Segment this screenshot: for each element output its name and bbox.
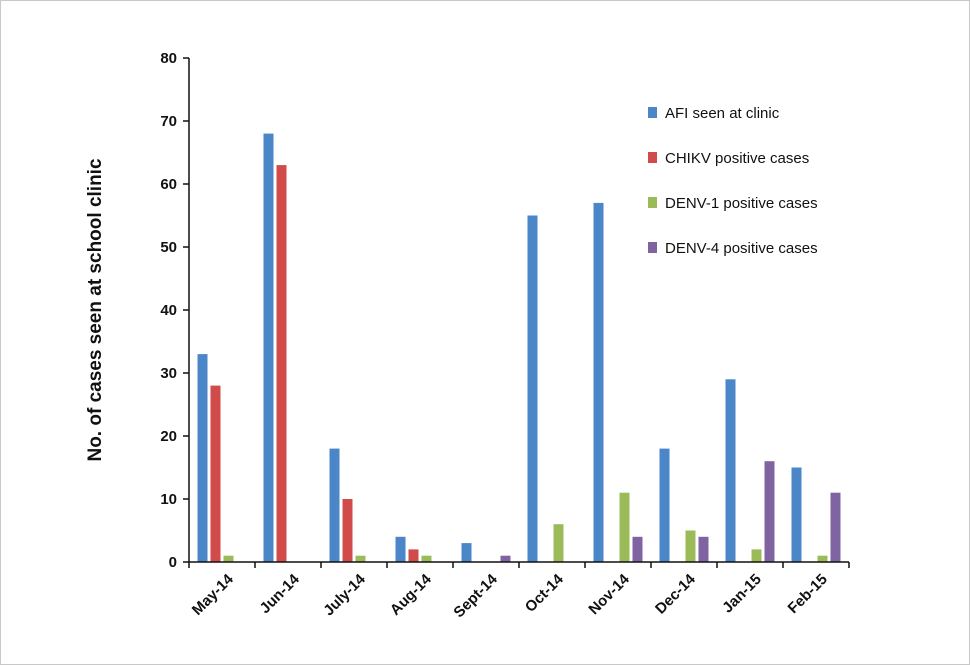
y-tick-label: 30 — [160, 365, 177, 382]
bar-chikv-positive-cases-aug-14 — [408, 549, 419, 562]
bar-afi-seen-at-clinic-may-14 — [197, 354, 208, 562]
bar-afi-seen-at-clinic-oct-14 — [527, 215, 538, 562]
legend-label: CHIKV positive cases — [665, 150, 809, 167]
bar-denv-4-positive-cases-feb-15 — [830, 492, 841, 562]
bar-denv-1-positive-cases-july-14 — [355, 555, 366, 562]
y-axis-label: No. of cases seen at school clinic — [85, 158, 106, 461]
y-tick-label: 70 — [160, 113, 177, 130]
x-tick-label: May-14 — [189, 570, 237, 618]
bar-denv-4-positive-cases-sept-14 — [500, 555, 511, 562]
bar-denv-4-positive-cases-nov-14 — [632, 536, 643, 562]
bar-denv-1-positive-cases-nov-14 — [619, 492, 630, 562]
legend-swatch — [648, 242, 657, 253]
y-tick-label: 0 — [169, 554, 177, 571]
bar-afi-seen-at-clinic-july-14 — [329, 448, 340, 562]
legend-swatch — [648, 152, 657, 163]
x-tick-label: Feb-15 — [785, 571, 831, 617]
x-tick-label: Dec-14 — [652, 570, 699, 617]
bar-afi-seen-at-clinic-feb-15 — [791, 467, 802, 562]
bar-denv-1-positive-cases-may-14 — [223, 555, 234, 562]
bar-chikv-positive-cases-may-14 — [210, 385, 221, 562]
bar-chikv-positive-cases-jun-14 — [276, 165, 287, 562]
bar-denv-1-positive-cases-feb-15 — [817, 555, 828, 562]
bar-chikv-positive-cases-july-14 — [342, 499, 353, 562]
bar-denv-1-positive-cases-oct-14 — [553, 524, 564, 562]
bar-denv-4-positive-cases-jan-15 — [764, 461, 775, 562]
y-tick-label: 40 — [160, 302, 177, 319]
bar-denv-1-positive-cases-dec-14 — [685, 530, 696, 562]
legend-swatch — [648, 197, 657, 208]
x-tick-label: Jan-15 — [719, 571, 765, 617]
legend-label: DENV-1 positive cases — [665, 195, 818, 212]
bar-afi-seen-at-clinic-jun-14 — [263, 133, 274, 562]
bar-afi-seen-at-clinic-nov-14 — [593, 202, 604, 562]
legend: AFI seen at clinic CHIKV positive cases DE… — [648, 105, 818, 257]
bar-denv-1-positive-cases-jan-15 — [751, 549, 762, 562]
x-tick-label: Sept-14 — [450, 570, 501, 621]
legend-swatch — [648, 107, 657, 118]
legend-label: AFI seen at clinic — [665, 105, 780, 122]
x-tick-label: Aug-14 — [387, 570, 435, 618]
y-tick-label: 60 — [160, 176, 177, 193]
bar-afi-seen-at-clinic-sept-14 — [461, 543, 472, 562]
legend-label: DENV-4 positive cases — [665, 240, 818, 257]
bar-denv-4-positive-cases-dec-14 — [698, 536, 709, 562]
x-tick-label: July-14 — [320, 570, 369, 619]
y-tick-label: 20 — [160, 428, 177, 445]
bar-afi-seen-at-clinic-jan-15 — [725, 379, 736, 562]
y-tick-label: 10 — [160, 491, 177, 508]
bar-afi-seen-at-clinic-dec-14 — [659, 448, 670, 562]
x-tick-label: Nov-14 — [585, 570, 633, 618]
y-tick-label: 80 — [160, 50, 177, 67]
bar-denv-1-positive-cases-aug-14 — [421, 555, 432, 562]
bar-afi-seen-at-clinic-aug-14 — [395, 536, 406, 562]
y-tick-label: 50 — [160, 239, 177, 256]
x-tick-label: Oct-14 — [522, 570, 567, 615]
x-tick-label: Jun-14 — [257, 570, 304, 617]
